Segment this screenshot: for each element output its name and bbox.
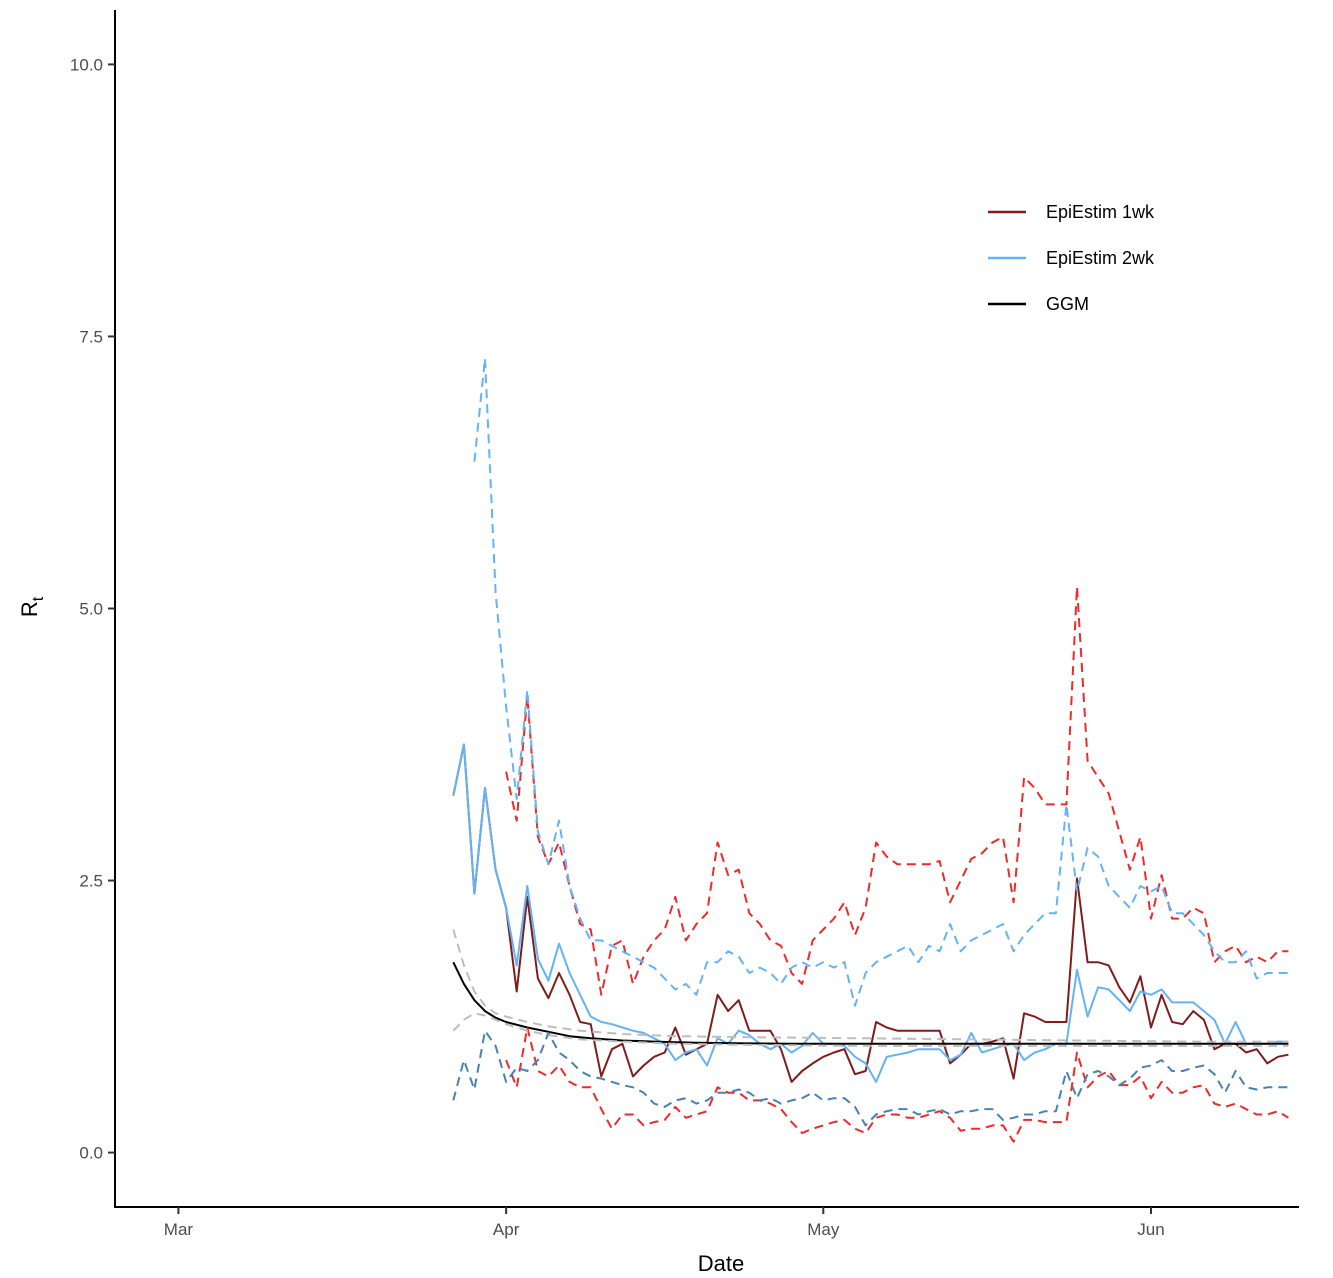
series-layer — [452, 357, 1289, 1143]
y-tick-label: 5.0 — [79, 600, 103, 619]
legend: EpiEstim 1wk EpiEstim 2wk GGM — [988, 202, 1155, 314]
interval-band-line-6 — [452, 1029, 1289, 1127]
legend-label-epiestim-1wk: EpiEstim 1wk — [1046, 202, 1155, 222]
y-tick-label: 10.0 — [70, 55, 103, 74]
x-tick-label: Jun — [1137, 1220, 1164, 1239]
legend-label-ggm: GGM — [1046, 294, 1089, 314]
x-axis-ticks: Mar Apr May Jun — [164, 1207, 1165, 1239]
x-axis-title: Date — [698, 1251, 744, 1276]
x-tick-label: May — [807, 1220, 840, 1239]
y-tick-label: 0.0 — [79, 1144, 103, 1163]
y-axis-title-subscript: t — [30, 596, 47, 601]
x-tick-label: Mar — [164, 1220, 194, 1239]
interval-band-line-7 — [452, 929, 1289, 1043]
y-tick-label: 2.5 — [79, 872, 103, 891]
x-tick-label: Apr — [493, 1220, 520, 1239]
interval-band-line-3 — [505, 585, 1289, 996]
y-tick-label: 7.5 — [79, 327, 103, 346]
interval-band-line-5 — [473, 357, 1289, 1007]
y-axis-title: Rt — [17, 596, 47, 617]
series-line-epiestim-2wk — [452, 743, 1289, 1083]
interval-band-line-8 — [452, 1012, 1289, 1047]
series-line-ggm — [452, 961, 1289, 1045]
interval-band-line-4 — [505, 1026, 1289, 1143]
legend-label-epiestim-2wk: EpiEstim 2wk — [1046, 248, 1155, 268]
y-axis-ticks: 0.0 2.5 5.0 7.5 10.0 — [70, 55, 115, 1163]
